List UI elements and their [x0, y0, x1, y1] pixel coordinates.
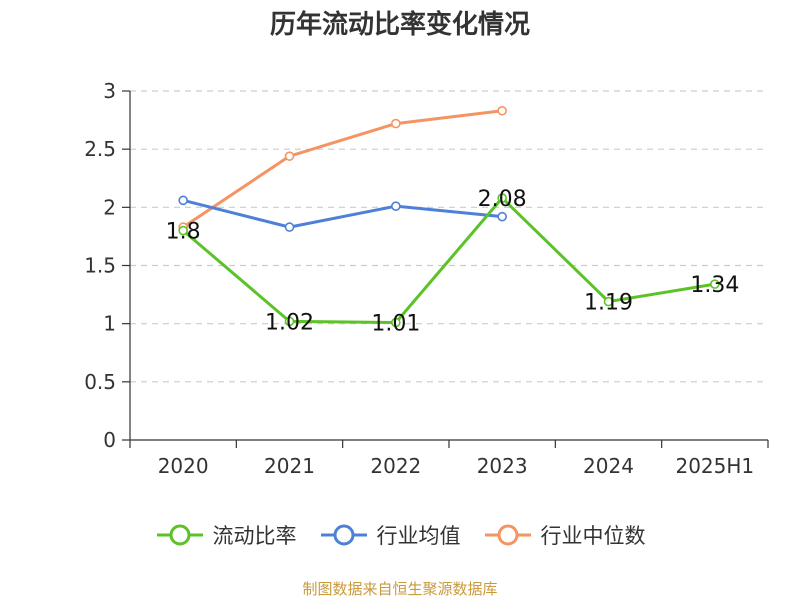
y-tick-label: 2.5 — [84, 137, 116, 161]
data-point — [284, 316, 295, 327]
legend-label: 流动比率 — [212, 524, 297, 548]
x-tick-label: 2025H1 — [675, 454, 754, 478]
x-tick-label: 2024 — [583, 454, 634, 478]
legend-line-circle-icon — [484, 524, 531, 546]
data-point — [391, 317, 401, 328]
data-point — [391, 201, 401, 211]
data-label: 1.01 — [371, 312, 420, 337]
y-tick-label: 2 — [103, 195, 116, 219]
y-tick-label: 3 — [103, 79, 116, 103]
data-point — [497, 105, 507, 116]
data-point — [391, 118, 401, 129]
y-tick-label: 0 — [103, 428, 116, 452]
y-tick-label: 1 — [103, 312, 116, 336]
data-point — [497, 211, 507, 222]
legend-label: 行业中位数 — [540, 524, 646, 548]
series-line — [182, 198, 503, 229]
x-tick-label: 2020 — [158, 454, 209, 478]
y-tick-label: 0.5 — [84, 370, 116, 394]
data-point — [178, 195, 188, 206]
y-tick-label: 1.5 — [84, 254, 116, 278]
series-lines — [178, 105, 720, 328]
legend-label: 行业均值 — [376, 524, 461, 548]
grid-lines — [130, 90, 768, 383]
legend: 流动比率 行业均值 行业中位数 — [0, 520, 800, 550]
data-source-note: 制图数据来自恒生聚源数据库 — [302, 580, 498, 598]
data-point — [603, 296, 614, 307]
legend-item-current-ratio[interactable]: 流动比率 — [155, 520, 297, 550]
data-label: 1.02 — [265, 310, 314, 335]
data-label: 2.08 — [478, 187, 527, 212]
legend-line-circle-icon — [320, 524, 367, 546]
data-point — [178, 225, 188, 236]
legend-item-industry-mean[interactable]: 行业均值 — [319, 520, 461, 550]
data-point — [284, 222, 295, 232]
axes: 0 0.5 1 1.5 2 2.5 3 2020 2021 2022 2023 2024 2025H1 — [84, 79, 769, 478]
data-point — [284, 151, 295, 161]
series-line — [182, 109, 503, 229]
data-point — [497, 193, 507, 203]
series-line — [182, 196, 716, 325]
data-label: 1.34 — [690, 273, 739, 298]
legend-item-industry-median[interactable]: 行业中位数 — [483, 520, 646, 550]
x-tick-label: 2023 — [477, 454, 528, 478]
x-tick-label: 2021 — [264, 454, 315, 478]
x-tick-label: 2022 — [370, 454, 421, 478]
legend-line-circle-icon — [156, 524, 203, 546]
data-label: 1.8 — [166, 220, 201, 245]
data-point — [710, 279, 720, 289]
data-label: 1.19 — [584, 291, 633, 316]
data-labels: 1.8 1.02 1.01 2.08 1.19 1.34 — [166, 187, 740, 336]
chart-title: 历年流动比率变化情况 — [269, 10, 530, 40]
